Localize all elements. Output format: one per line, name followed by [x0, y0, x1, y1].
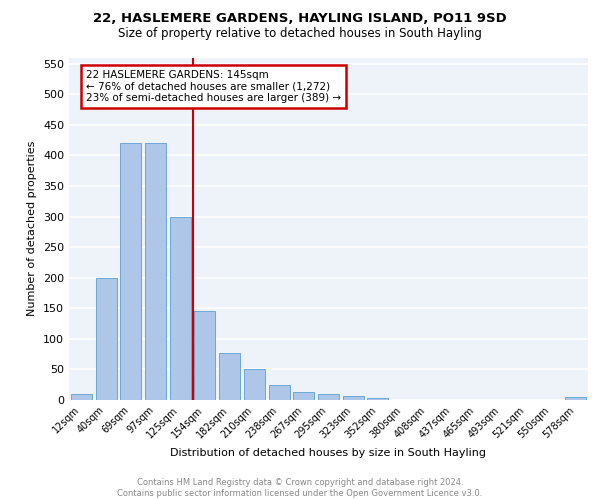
Bar	[293, 392, 314, 400]
Text: Size of property relative to detached houses in South Hayling: Size of property relative to detached ho…	[118, 28, 482, 40]
Bar	[145, 143, 166, 400]
Text: 22, HASLEMERE GARDENS, HAYLING ISLAND, PO11 9SD: 22, HASLEMERE GARDENS, HAYLING ISLAND, P…	[93, 12, 507, 26]
Text: Contains HM Land Registry data © Crown copyright and database right 2024.
Contai: Contains HM Land Registry data © Crown c…	[118, 478, 482, 498]
Y-axis label: Number of detached properties: Number of detached properties	[28, 141, 37, 316]
Bar	[71, 394, 92, 400]
Bar	[318, 394, 339, 400]
Bar	[244, 370, 265, 400]
Text: 22 HASLEMERE GARDENS: 145sqm
← 76% of detached houses are smaller (1,272)
23% of: 22 HASLEMERE GARDENS: 145sqm ← 76% of de…	[86, 70, 341, 103]
Bar	[170, 216, 191, 400]
Bar	[367, 398, 388, 400]
Bar	[269, 384, 290, 400]
Bar	[343, 396, 364, 400]
Bar	[219, 353, 240, 400]
X-axis label: Distribution of detached houses by size in South Hayling: Distribution of detached houses by size …	[170, 448, 487, 458]
Bar	[565, 397, 586, 400]
Bar	[120, 143, 141, 400]
Bar	[95, 278, 116, 400]
Bar	[194, 312, 215, 400]
